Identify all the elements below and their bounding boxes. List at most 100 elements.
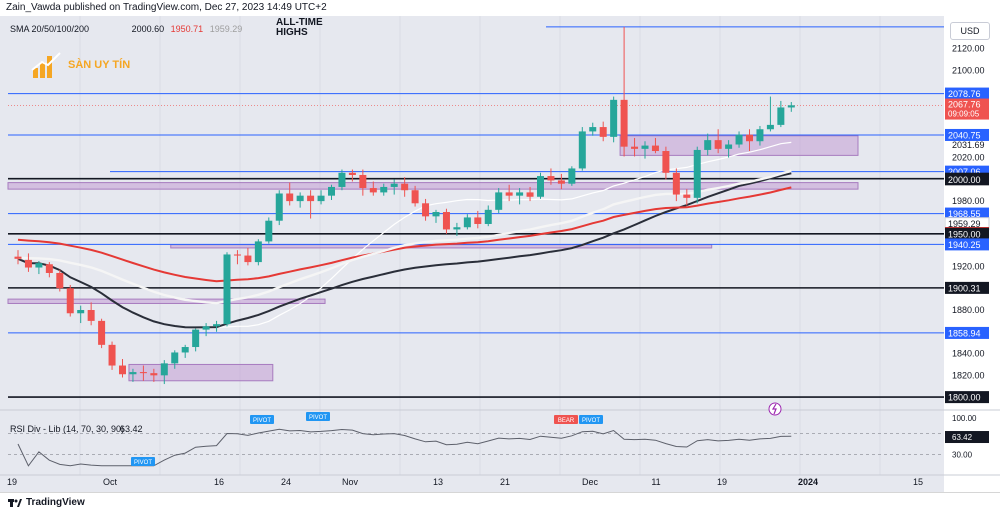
candle-body bbox=[589, 127, 597, 132]
candle bbox=[213, 320, 221, 332]
candle-body bbox=[547, 176, 555, 181]
candle-body bbox=[338, 172, 346, 187]
rsi-pivot-label: PIVOT bbox=[309, 415, 327, 421]
candle-body bbox=[77, 310, 85, 314]
candle bbox=[265, 217, 273, 244]
price-levels-layer bbox=[8, 26, 944, 398]
candle bbox=[307, 190, 315, 219]
candle-body bbox=[98, 320, 106, 345]
price-level-tag-label: 1858.94 bbox=[948, 328, 981, 338]
rsi-pivot-label: BEAR bbox=[558, 418, 575, 424]
candle-body bbox=[24, 259, 32, 268]
rsi-pivot-label: PIVOT bbox=[253, 418, 271, 424]
candle-body bbox=[359, 174, 367, 189]
candle bbox=[119, 359, 126, 378]
price-level-tag-label: 1900.31 bbox=[948, 283, 981, 293]
candle-body bbox=[505, 192, 513, 196]
price-level-tag-label: 2000.00 bbox=[948, 175, 981, 185]
candles-layer bbox=[14, 26, 795, 385]
candle-body bbox=[787, 105, 795, 108]
price-level-tag: 1800.00 bbox=[945, 391, 989, 404]
candle-body bbox=[484, 209, 492, 224]
rsi-pane: RSI Div - Lib (14, 70, 30, 90)63.42PIVOT… bbox=[0, 409, 1000, 467]
candle-body bbox=[704, 140, 712, 150]
candle bbox=[620, 26, 628, 157]
candle bbox=[66, 284, 74, 317]
price-level-tag-label: 1950.00 bbox=[948, 229, 981, 239]
price-level-tag-bg bbox=[945, 128, 989, 141]
candle-body bbox=[557, 180, 565, 184]
rsi-pivot-bg bbox=[250, 415, 274, 424]
rsi-pivot-bg bbox=[306, 412, 330, 421]
price-level-tag: 2078.76 bbox=[945, 87, 989, 100]
tradingview-logo-icon bbox=[8, 499, 22, 507]
candle-body bbox=[693, 149, 701, 198]
alert-icon bbox=[768, 402, 782, 416]
candle-body bbox=[171, 352, 179, 364]
price-level-tag-bg bbox=[945, 227, 989, 240]
candle bbox=[766, 96, 774, 132]
candle bbox=[777, 100, 785, 128]
candle-body bbox=[192, 329, 200, 348]
candle bbox=[725, 140, 733, 158]
candle-body bbox=[223, 254, 231, 325]
candle-body bbox=[202, 326, 210, 330]
time-axis[interactable]: 19 Oct 16 24 Nov 13 21 Dec 11 19 2024 15 bbox=[0, 402, 1000, 487]
candle-body bbox=[756, 129, 764, 142]
candle-body bbox=[286, 193, 294, 202]
candle bbox=[432, 209, 440, 223]
candle-body bbox=[66, 288, 74, 314]
currency-button[interactable]: USD bbox=[950, 22, 990, 40]
price-level-tag-label: 2078.76 bbox=[948, 89, 981, 99]
candle-body bbox=[244, 255, 252, 263]
price-tick-label: 2031.69 bbox=[952, 140, 985, 150]
candle bbox=[254, 239, 262, 266]
candle bbox=[641, 141, 649, 159]
candle-body bbox=[45, 264, 53, 273]
candle bbox=[202, 323, 210, 337]
sma-value-2: 1950.71 bbox=[170, 24, 204, 34]
price-level-tag-label: 2040.75 bbox=[948, 130, 981, 140]
price-tick-label: 1840.00 bbox=[952, 349, 985, 359]
candle-body bbox=[56, 272, 64, 289]
rsi-pivot-marker: PIVOT bbox=[306, 412, 330, 421]
rsi-pivot-marker: PIVOT bbox=[131, 457, 155, 466]
candle bbox=[411, 185, 419, 207]
candle-body bbox=[422, 203, 430, 217]
price-level-tag-bg bbox=[945, 207, 989, 220]
rsi-tick-label: 30.00 bbox=[952, 450, 973, 459]
time-tick-label: Dec bbox=[582, 477, 599, 487]
candle-body bbox=[307, 195, 315, 202]
price-level-tag-bg bbox=[945, 238, 989, 251]
candle bbox=[704, 133, 712, 156]
candle bbox=[108, 341, 116, 370]
candle bbox=[578, 127, 586, 171]
candle bbox=[160, 360, 168, 385]
candle bbox=[223, 252, 231, 327]
rsi-pivot-bg bbox=[554, 415, 578, 424]
price-level-tag-bg bbox=[945, 326, 989, 339]
candle bbox=[233, 250, 241, 265]
price-level-tag: 1900.31 bbox=[945, 281, 989, 294]
candle-body bbox=[275, 193, 283, 221]
rsi-pivot-marker: BEAR bbox=[554, 415, 578, 424]
time-tick-label: 15 bbox=[913, 477, 923, 487]
candle-body bbox=[380, 186, 388, 193]
rsi-label: RSI Div - Lib (14, 70, 30, 90) bbox=[10, 424, 124, 434]
candle bbox=[56, 269, 64, 292]
candle-body bbox=[662, 151, 670, 173]
candle bbox=[516, 188, 524, 205]
candle bbox=[547, 168, 555, 185]
candle-body bbox=[14, 256, 22, 259]
candle bbox=[537, 172, 544, 199]
price-axis[interactable]: 2120.00 2100.00 2031.69 2020.00 1980.00 1920.… bbox=[944, 44, 990, 404]
time-tick-label: Oct bbox=[103, 477, 118, 487]
candle bbox=[714, 129, 722, 154]
candle-body bbox=[641, 145, 649, 149]
time-tick-label: 21 bbox=[500, 477, 510, 487]
candle-body bbox=[401, 183, 409, 191]
candle-body bbox=[150, 373, 158, 376]
candle-body bbox=[599, 127, 607, 137]
candle bbox=[787, 102, 795, 112]
